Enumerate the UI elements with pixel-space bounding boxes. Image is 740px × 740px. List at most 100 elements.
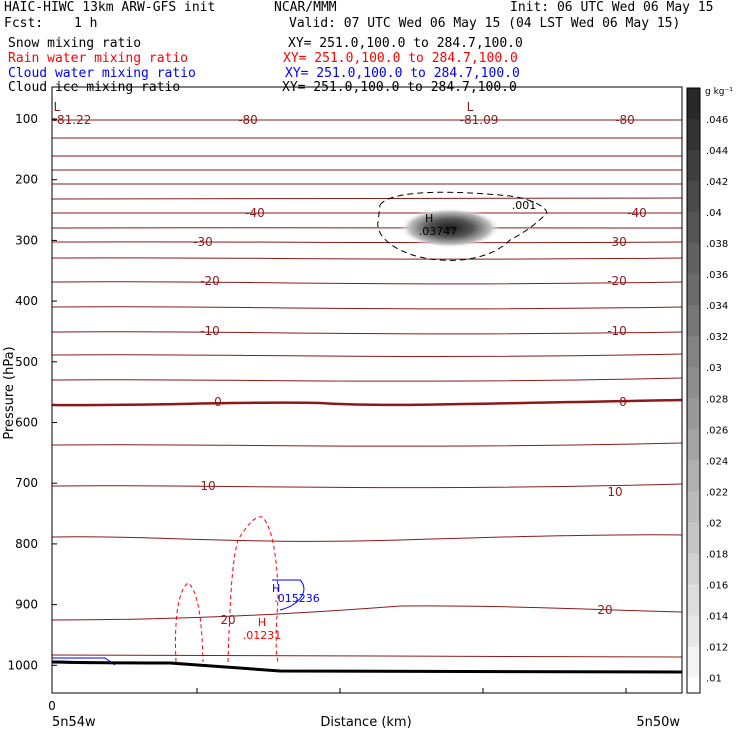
isotherm-label: -30 <box>193 235 213 249</box>
y-tick-label: 900 <box>15 598 38 612</box>
colorbar-swatch <box>687 584 700 616</box>
snow-maximum-shading <box>400 208 500 248</box>
isotherm-line <box>51 183 683 185</box>
rain-high-value: .01231 <box>243 629 282 642</box>
isotherm-line <box>51 377 683 382</box>
x-tick-label-zero: 0 <box>48 699 56 713</box>
terrain-line <box>51 660 683 674</box>
colorbar-tick-label: .028 <box>706 394 728 405</box>
colorbar-swatch <box>687 305 700 337</box>
y-tick-label: 1000 <box>7 658 38 672</box>
low-marker: L <box>467 100 474 114</box>
snow-high-marker: H <box>425 212 433 225</box>
field-xy-snow: XY= 251.0,100.0 to 284.7,100.0 <box>288 36 523 51</box>
colorbar-tick-label: .036 <box>706 270 728 281</box>
colorbar-tick-label: .01 <box>706 673 722 684</box>
cloud-water-contour-line <box>272 579 305 611</box>
rain-high-marker: H <box>258 616 266 629</box>
colorbar-tick-label: .032 <box>706 332 728 343</box>
isotherm-line <box>51 119 683 121</box>
colorbar-tick-label: .016 <box>706 580 728 591</box>
extremum-low-value: -81.09 <box>460 113 499 127</box>
isotherm-label: -40 <box>627 206 647 220</box>
isotherm-line <box>51 534 683 542</box>
colorbar-swatch <box>687 367 700 399</box>
colorbar-swatch <box>687 491 700 523</box>
colorbar-frame <box>686 87 701 694</box>
isotherm-label: 0 <box>619 395 627 409</box>
x-left-location: 5n54w <box>52 715 96 730</box>
isotherm-line <box>51 212 683 214</box>
isotherm-label: 20 <box>597 603 612 617</box>
model-title: HAIC-HIWC 13km ARW-GFS init <box>4 0 216 15</box>
rain-water-contours <box>175 516 279 663</box>
isotherm-label: 20 <box>220 613 235 627</box>
colorbar-swatch <box>687 243 700 275</box>
x-axis <box>196 688 627 693</box>
rain-contour-line <box>227 516 279 663</box>
isotherm-label: -30 <box>607 235 627 249</box>
isotherm-line <box>51 483 683 489</box>
freezing-level-line <box>51 398 683 407</box>
colorbar-swatch <box>687 181 700 213</box>
isotherm-label: 0 <box>214 395 222 409</box>
field-xy-rain: XY= 251.0,100.0 to 284.7,100.0 <box>283 51 518 66</box>
colorbar-tick-label: .02 <box>706 518 722 529</box>
colorbar-swatch <box>687 336 700 368</box>
isotherm-label: -40 <box>245 206 265 220</box>
isotherm-line <box>51 137 683 139</box>
y-tick-label: 800 <box>15 537 38 551</box>
init-time: Init: 06 UTC Wed 06 May 15 <box>510 0 714 15</box>
colorbar-tick-label: .042 <box>706 177 728 188</box>
cloud-ice-contour <box>377 191 548 261</box>
colorbar-swatch <box>687 274 700 306</box>
y-tick-label: 200 <box>15 173 38 187</box>
colorbar-tick-label: .038 <box>706 239 728 250</box>
isotherm-label: -80 <box>238 113 258 127</box>
plot-frame <box>51 86 683 694</box>
colorbar-swatch <box>687 398 700 430</box>
isotherm-line <box>51 605 683 621</box>
isotherm-label: -10 <box>200 324 220 338</box>
field-name-rain: Rain water mixing ratio <box>8 51 189 66</box>
isotherm-line <box>51 241 683 244</box>
isotherm-label: -80 <box>615 113 635 127</box>
isotherm-label: -10 <box>607 324 627 338</box>
temperature-contours <box>51 119 683 658</box>
low-marker: L <box>54 100 61 114</box>
field-name-snow: Snow mixing ratio <box>8 36 142 51</box>
colorbar-swatch <box>687 88 700 120</box>
y-axis: 100 200 300 400 500 600 700 800 900 1000 <box>7 112 57 672</box>
isotherm-line <box>51 442 683 447</box>
colorbar-tick-label: .014 <box>706 611 728 622</box>
field-xy-cloud-water: XY= 251.0,100.0 to 284.7,100.0 <box>285 66 520 81</box>
colorbar-tick-label: .046 <box>706 115 728 126</box>
cloud-water-high-value: .015236 <box>274 592 320 605</box>
colorbar-swatch <box>687 212 700 244</box>
x-right-location: 5n50w <box>636 715 680 730</box>
y-tick-label: 400 <box>15 294 38 308</box>
y-tick-label: 700 <box>15 476 38 490</box>
cloud-water-high-marker: H <box>272 582 280 595</box>
y-axis-title: Pressure (hPa) <box>2 346 17 439</box>
fcst-value: 1 h <box>74 16 98 31</box>
org-label: NCAR/MMM <box>274 0 337 15</box>
isotherm-line <box>51 353 683 357</box>
colorbar-tick-label: .03 <box>706 363 722 374</box>
colorbar-swatch <box>687 553 700 585</box>
temperature-labels: L -81.22 -80 L -81.09 -80 -40 -40 -30 -3… <box>53 100 647 627</box>
colorbar-swatch <box>687 522 700 554</box>
isotherm-line <box>51 654 683 658</box>
valid-time: Valid: 07 UTC Wed 06 May 15 (04 LST Wed … <box>289 16 681 31</box>
colorbar-tick-label: .024 <box>706 456 728 467</box>
cloud-ice-contour-label: .001 <box>512 199 537 212</box>
y-tick-label: 500 <box>15 355 38 369</box>
y-tick-label: 300 <box>15 233 38 247</box>
rain-contour-line <box>175 582 204 663</box>
isotherm-label: 10 <box>200 479 215 493</box>
x-axis-title: Distance (km) <box>320 715 411 730</box>
colorbar: .046 .044 .042 .04 .038 .036 .034 .032 .03 .028 .0… <box>686 87 728 710</box>
extremum-low-value: -81.22 <box>53 113 92 127</box>
y-tick-label: 600 <box>15 416 38 430</box>
